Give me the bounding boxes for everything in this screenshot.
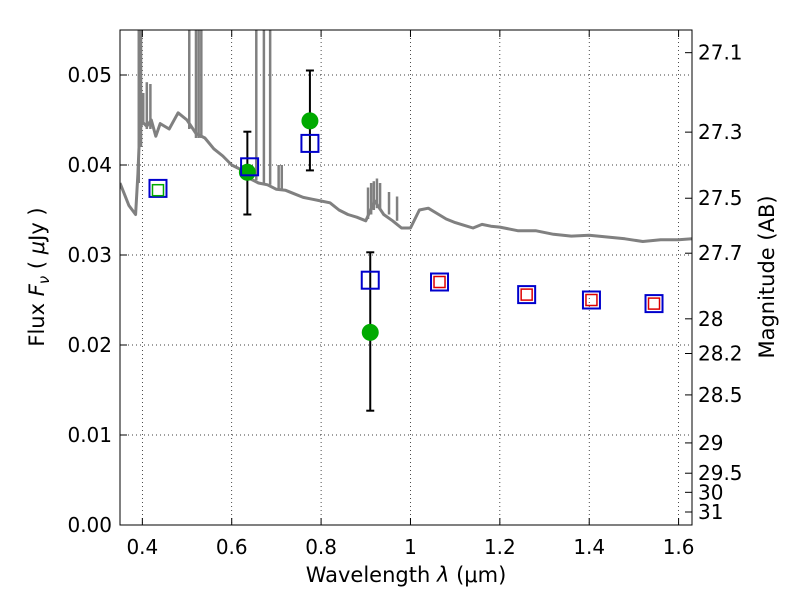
right-tick-label: 31 <box>698 500 723 524</box>
data-markers <box>148 69 664 412</box>
plot-frame <box>119 29 693 526</box>
model-square-marker <box>647 297 661 310</box>
observed-point <box>361 323 379 341</box>
right-tick-label: 28.5 <box>698 383 743 407</box>
y-tick-label: 0.02 <box>67 333 112 357</box>
model-square-marker <box>430 272 450 292</box>
axis-ticks: 0.4 0.6 0.8 1 1.2 1.4 1.6 0.00 0.01 0.02 0.03 0.04 0… <box>67 30 743 559</box>
y-tick-label: 0.00 <box>67 513 112 537</box>
right-tick-label: 27.3 <box>698 120 743 144</box>
x-tick-label: 1.6 <box>663 535 695 559</box>
right-tick-label: 27.7 <box>698 241 743 265</box>
model-square-marker <box>151 183 165 197</box>
x-axis-label: Wavelength λ (μm) <box>306 563 507 587</box>
right-tick-label: 28 <box>698 307 723 331</box>
right-tick-label: 29 <box>698 431 723 455</box>
model-square-marker <box>585 293 598 307</box>
right-tick-label: 30 <box>698 480 723 504</box>
right-tick-label: 27.1 <box>698 41 743 65</box>
right-tick-label: 29.5 <box>698 461 743 485</box>
right-tick-label: 28.2 <box>698 342 743 366</box>
x-tick-label: 1 <box>404 535 417 559</box>
x-tick-label: 0.6 <box>216 535 248 559</box>
model-square-marker <box>300 133 320 153</box>
y-tick-label: 0.04 <box>67 153 112 177</box>
y-tick-label: 0.03 <box>67 243 112 267</box>
x-tick-label: 0.4 <box>126 535 158 559</box>
x-tick-label: 0.8 <box>305 535 337 559</box>
x-tick-label: 1.2 <box>484 535 516 559</box>
right-axis-label: Magnitude (AB) <box>755 195 779 358</box>
y-tick-label: 0.05 <box>67 63 112 87</box>
model-square-marker <box>644 294 664 314</box>
model-square-marker <box>433 275 446 289</box>
model-square-marker <box>520 288 533 301</box>
model-square-marker <box>148 178 168 198</box>
y-tick-label: 0.01 <box>67 423 112 447</box>
model-spectrum <box>120 30 692 243</box>
model-square-marker <box>517 285 537 305</box>
model-square-marker <box>240 157 260 177</box>
plot-background <box>120 30 692 525</box>
observed-point <box>301 112 319 130</box>
model-square-marker <box>360 270 380 290</box>
model-square-marker <box>581 290 601 310</box>
x-tick-label: 1.4 <box>573 535 605 559</box>
spectrum-line <box>120 111 692 243</box>
y-axis-label: Flux Fν ( μJy ) <box>25 207 53 346</box>
right-tick-label: 27.5 <box>698 186 743 210</box>
